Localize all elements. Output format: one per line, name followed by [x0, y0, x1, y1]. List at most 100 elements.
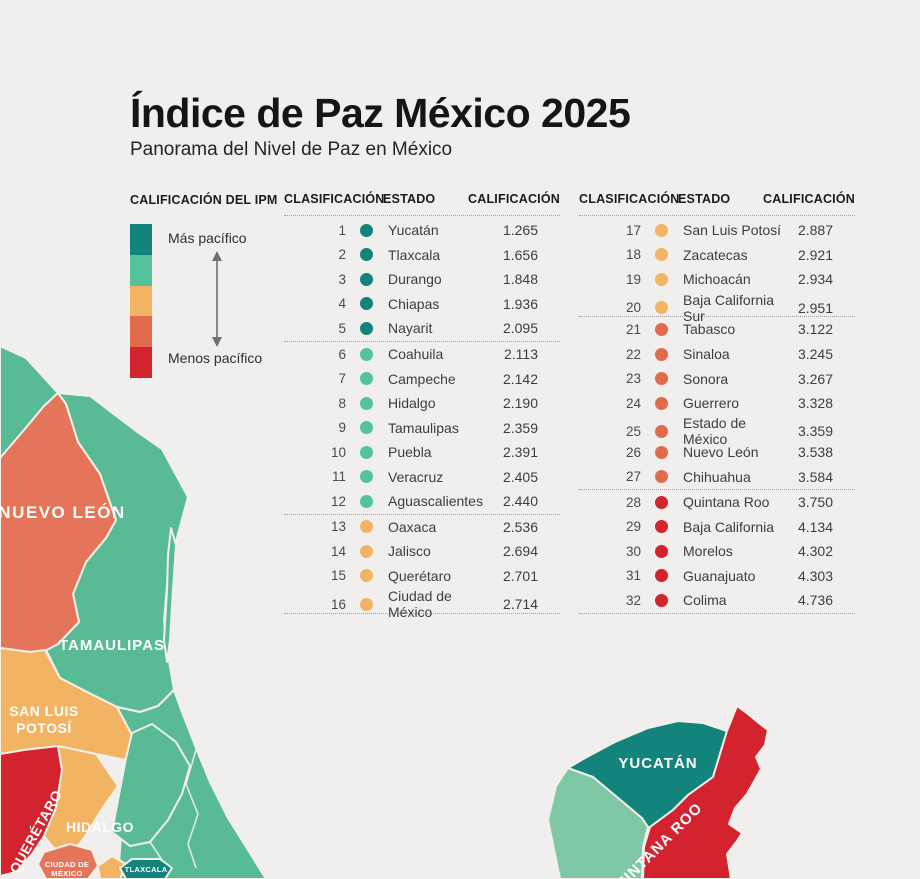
rank-value: 17	[625, 222, 641, 238]
map-label-tamaulipas: TAMAULIPAS	[59, 637, 165, 654]
rank-value: 25	[625, 423, 641, 439]
table-row: 4 Chiapas 1.936	[284, 292, 560, 317]
rank-value: 28	[625, 494, 641, 510]
map-state-quintana-roo	[642, 705, 769, 879]
state-column-header: ESTADO	[383, 192, 436, 206]
score-value: 2.951	[797, 299, 833, 316]
state-name: Puebla	[388, 444, 432, 461]
state-name: Yucatán	[388, 222, 439, 239]
score-value: 2.359	[502, 419, 538, 436]
rank-value: 26	[625, 444, 641, 460]
score-value: 4.134	[797, 518, 833, 535]
rank-value: 24	[625, 395, 641, 411]
rank-value: 8	[338, 395, 346, 411]
state-name: Oaxaca	[388, 518, 437, 535]
table-row: 29 Baja California 4.134	[579, 515, 855, 540]
rank-value: 4	[338, 296, 346, 312]
state-name: Quintana Roo	[683, 494, 770, 511]
score-value: 3.328	[797, 395, 833, 412]
table-row: 18 Zacatecas 2.921	[579, 243, 855, 268]
rank-value: 19	[625, 271, 641, 287]
map-state-cdmx	[37, 843, 99, 879]
score-value: 2.190	[502, 395, 538, 412]
map-label-yucatan: YUCATÁN	[618, 755, 697, 772]
rank-value: 29	[625, 519, 641, 535]
table-row: 21 Tabasco 3.122	[579, 317, 855, 342]
state-name: Guanajuato	[683, 567, 756, 584]
table-row: 5 Nayarit 2.095	[284, 316, 560, 342]
state-color-dot	[359, 372, 373, 386]
state-name: Colima	[683, 592, 727, 609]
rank-value: 22	[625, 346, 641, 362]
state-name: Sinaloa	[683, 346, 730, 362]
rank-value: 18	[625, 247, 641, 263]
table-row: 9 Tamaulipas 2.359	[284, 415, 560, 440]
table-row: 17 San Luis Potosí 2.887	[579, 218, 855, 243]
state-color-dot	[654, 223, 668, 237]
table-row: 14 Jalisco 2.694	[284, 539, 560, 564]
rank-value: 7	[338, 371, 346, 387]
state-name: Sonora	[683, 370, 729, 387]
state-name: Morelos	[683, 543, 733, 560]
table-header-row: CLASIFICACIÓN ESTADO CALIFICACIÓN	[284, 192, 560, 216]
score-value: 3.538	[797, 444, 833, 461]
rank-value: 1	[338, 222, 346, 238]
table-rows: 17 San Luis Potosí 2.887 18 Zacatecas 2.…	[579, 218, 855, 614]
table-row: 8 Hidalgo 2.190	[284, 391, 560, 416]
score-value: 2.095	[502, 320, 538, 337]
state-name: Aguascalientes	[388, 493, 483, 510]
legend-scale-segment-5	[130, 347, 152, 378]
state-color-dot	[654, 424, 668, 438]
page-subtitle: Panorama del Nivel de Paz en México	[130, 139, 453, 160]
state-color-dot	[359, 297, 373, 311]
state-name: Michoacán	[683, 271, 751, 288]
ranking-table-2: CLASIFICACIÓN ESTADO CALIFICACIÓN 17 San…	[579, 192, 855, 614]
rank-value: 13	[330, 519, 346, 535]
state-color-dot	[654, 495, 668, 509]
table-row: 11 Veracruz 2.405	[284, 464, 560, 489]
state-color-dot	[654, 372, 668, 386]
rank-value: 10	[330, 444, 346, 460]
map-barrier-island	[163, 527, 177, 663]
rank-value: 6	[338, 346, 346, 362]
page-title: Índice de Paz México 2025	[130, 90, 631, 136]
state-color-dot	[654, 544, 668, 558]
state-name: Campeche	[388, 370, 456, 387]
table-row: 7 Campeche 2.142	[284, 366, 560, 391]
score-value: 3.584	[797, 468, 833, 485]
table-row: 12 Aguascalientes 2.440	[284, 489, 560, 515]
legend-scale-segment-1	[130, 224, 152, 255]
state-color-dot	[654, 593, 668, 607]
table-header-row: CLASIFICACIÓN ESTADO CALIFICACIÓN	[579, 192, 855, 216]
rank-value: 3	[338, 271, 346, 287]
state-color-dot	[654, 470, 668, 484]
legend-heading: CALIFICACIÓN DEL IPM	[130, 193, 278, 207]
legend-scale-segment-4	[130, 316, 152, 348]
map-label-hidalgo: HIDALGO	[66, 819, 134, 835]
rank-value: 27	[625, 469, 641, 485]
rank-column-header: CLASIFICACIÓN	[579, 192, 680, 206]
rank-column-header: CLASIFICACIÓN	[284, 192, 385, 206]
score-value: 2.440	[502, 493, 538, 510]
score-value: 2.934	[797, 271, 833, 288]
rank-value: 5	[338, 320, 346, 336]
state-color-dot	[359, 223, 373, 237]
state-color-dot	[359, 597, 373, 611]
rank-value: 20	[625, 300, 641, 316]
score-value: 2.887	[797, 222, 833, 239]
rank-value: 15	[330, 568, 346, 584]
table-row: 13 Oaxaca 2.536	[284, 515, 560, 540]
table-row: 24 Guerrero 3.328	[579, 391, 855, 416]
table-row: 22 Sinaloa 3.245	[579, 342, 855, 367]
state-color-dot	[359, 272, 373, 286]
rank-value: 12	[330, 493, 346, 509]
state-color-dot	[654, 347, 668, 361]
state-name: Zacatecas	[683, 246, 748, 263]
rank-value: 9	[338, 420, 346, 436]
state-color-dot	[359, 494, 373, 508]
score-value: 3.122	[797, 321, 833, 338]
rank-value: 11	[331, 469, 346, 485]
state-name: Ciudad de México	[388, 588, 452, 621]
table-row: 20 Baja California Sur 2.951	[579, 292, 855, 324]
state-color-dot	[359, 445, 373, 459]
